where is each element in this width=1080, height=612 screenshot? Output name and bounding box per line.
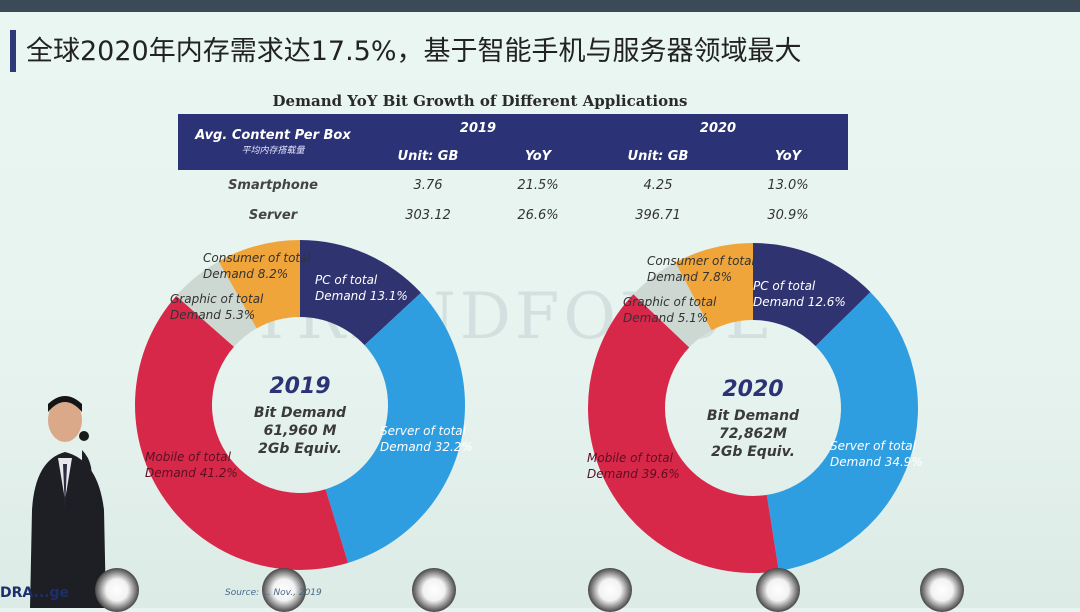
year-header-2020: 2020 (699, 120, 737, 136)
title-accent-bar (10, 30, 16, 72)
slice-label-server: Server of total Demand 34.9% (830, 439, 923, 469)
row-label: Smartphone (228, 177, 318, 193)
table-cell: 4.25 (643, 177, 673, 193)
slice-label-server: Server of total Demand 32.2% (380, 424, 473, 454)
slice-label-pc: PC of total Demand 13.1% (315, 273, 408, 303)
year-header-2019: 2019 (459, 120, 497, 136)
slice-mobile (135, 295, 349, 570)
source-note: Source: ... Nov., 2019 (225, 588, 322, 598)
speaker-figure (30, 396, 106, 608)
subheader-yoy: YoY (524, 148, 552, 164)
stage-light (920, 568, 964, 612)
subheader-unit: Unit: GB (627, 148, 689, 164)
table-cell: 26.6% (517, 207, 559, 223)
slice-server (766, 292, 918, 571)
event-logo: DRA...ge (0, 585, 69, 601)
table-cell: 303.12 (405, 207, 451, 223)
center-year: 2019 (269, 374, 330, 399)
stage-light (262, 568, 306, 612)
table-cell: 21.5% (517, 177, 559, 193)
slice-label-graphic: Graphic of total Demand 5.1% (623, 295, 717, 325)
slice-graphic (633, 262, 712, 348)
slide-title: 全球2020年内存需求达17.5%，基于智能手机与服务器领域最大 (26, 36, 802, 67)
slice-label-mobile: Mobile of total Demand 39.6% (587, 451, 680, 481)
slice-label-pc: PC of total Demand 12.6% (753, 279, 846, 309)
center-text-line: 61,960 M (264, 423, 337, 439)
donut-center-2019: 2019 Bit Demand 61,960 M 2Gb Equiv. (254, 374, 347, 457)
slice-mobile (588, 294, 779, 573)
center-text-line: Bit Demand (707, 408, 800, 424)
donut-chart-2020: PC of total Demand 12.6% Server of total De… (587, 243, 923, 573)
slice-label-graphic: Graphic of total Demand 5.3% (170, 292, 264, 322)
stage-light (95, 568, 139, 612)
center-text-line: 72,862M (719, 426, 787, 442)
stage-lights (0, 560, 1080, 612)
table-cell: 3.76 (413, 177, 443, 193)
row-label: Server (248, 207, 298, 223)
slice-label-mobile: Mobile of total Demand 41.2% (145, 450, 238, 480)
stage-light (756, 568, 800, 612)
center-text-line: Bit Demand (254, 405, 347, 421)
table-title: Demand YoY Bit Growth of Different Appli… (272, 92, 688, 110)
table-cell: 30.9% (767, 207, 809, 223)
slice-pc (300, 240, 421, 346)
slice-consumer (218, 240, 300, 329)
table-row: Smartphone 3.76 21.5% 4.25 13.0% (178, 170, 848, 200)
slice-label-consumer: Consumer of total Demand 8.2% (203, 251, 311, 281)
header-sublabel: 平均内存搭载量 (241, 146, 305, 156)
slice-server (325, 292, 465, 563)
header-label: Avg. Content Per Box (195, 128, 351, 143)
table-row: Server 303.12 26.6% 396.71 30.9% (178, 200, 848, 230)
top-bar (0, 0, 1080, 12)
table-cell: 396.71 (635, 207, 681, 223)
stage-light (588, 568, 632, 612)
subheader-yoy: YoY (774, 148, 802, 164)
table-header-row-years: Avg. Content Per Box 平均内存搭载量 2019 2020 (178, 114, 848, 156)
donut-chart-2019: PC of total Demand 13.1% Server of total De… (135, 240, 473, 570)
center-text-line: 2Gb Equiv. (711, 444, 795, 460)
stage-light (412, 568, 456, 612)
slice-graphic (176, 261, 257, 347)
center-text-line: 2Gb Equiv. (258, 441, 342, 457)
table-cell: 13.0% (767, 177, 809, 193)
slice-pc (753, 243, 871, 347)
subheader-unit: Unit: GB (397, 148, 459, 164)
header-label-cell: Avg. Content Per Box 平均内存搭载量 (178, 114, 368, 170)
slice-label-consumer: Consumer of total Demand 7.8% (647, 254, 755, 284)
growth-table: Avg. Content Per Box 平均内存搭载量 2019 2020 U… (178, 114, 848, 230)
center-year: 2020 (722, 377, 783, 402)
slice-consumer (675, 243, 753, 331)
donut-center-2020: 2020 Bit Demand 72,862M 2Gb Equiv. (707, 377, 800, 460)
